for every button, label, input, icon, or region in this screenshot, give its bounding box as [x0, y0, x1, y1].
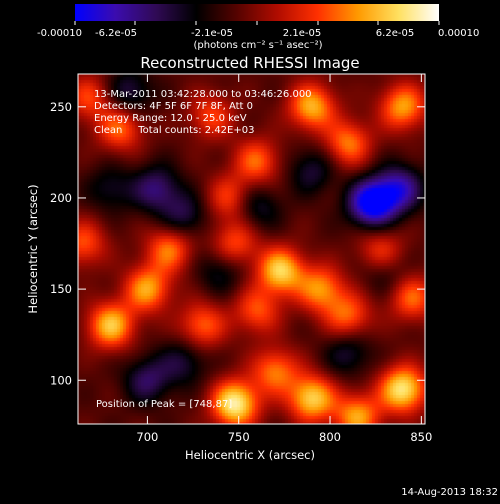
colorbar-tick-0: -0.00010: [37, 28, 82, 39]
y-axis: 100 150 200 250: [50, 100, 425, 387]
x-axis: 700 750 800 850: [136, 74, 432, 444]
generation-timestamp: 14-Aug-2013 18:32: [401, 487, 498, 498]
x-tick-label: 750: [228, 430, 250, 444]
x-axis-label: Heliocentric X (arcsec): [185, 448, 315, 462]
colorbar-tick-1: -6.2e-05: [95, 28, 137, 39]
y-tick-label: 200: [50, 191, 72, 205]
colorbar-unit-label: (photons cm⁻² s⁻¹ asec⁻²): [193, 40, 322, 51]
x-tick-label: 700: [136, 430, 158, 444]
y-tick-label: 100: [50, 373, 72, 387]
heatmap-image: [78, 74, 425, 424]
x-tick-label: 800: [319, 430, 341, 444]
colorbar-tick-2: -2.1e-05: [191, 28, 233, 39]
info-time-range: 13-Mar-2011 03:42:28.000 to 03:46:26.000: [94, 89, 312, 100]
info-clean-counts: Clean Total counts: 2.42E+03: [94, 125, 254, 136]
colorbar-tick-3: 2.1e-05: [283, 28, 321, 39]
colorbar-tick-5: 0.00010: [438, 28, 479, 39]
colorbar: [75, 4, 439, 21]
colorbar-tick-4: 6.2e-05: [376, 28, 414, 39]
y-axis-label: Heliocentric Y (arcsec): [26, 184, 40, 313]
chart-title: Reconstructed RHESSI Image: [140, 54, 359, 72]
x-tick-label: 850: [410, 430, 432, 444]
info-energy-range: Energy Range: 12.0 - 25.0 keV: [94, 113, 247, 124]
plot-frame: [77, 73, 426, 425]
colorbar-ticks: [74, 21, 440, 25]
y-tick-label: 150: [50, 282, 72, 296]
info-detectors: Detectors: 4F 5F 6F 7F 8F, Att 0: [94, 101, 253, 112]
peak-position-label: Position of Peak = [748,87]: [96, 399, 232, 410]
y-tick-label: 250: [50, 100, 72, 114]
